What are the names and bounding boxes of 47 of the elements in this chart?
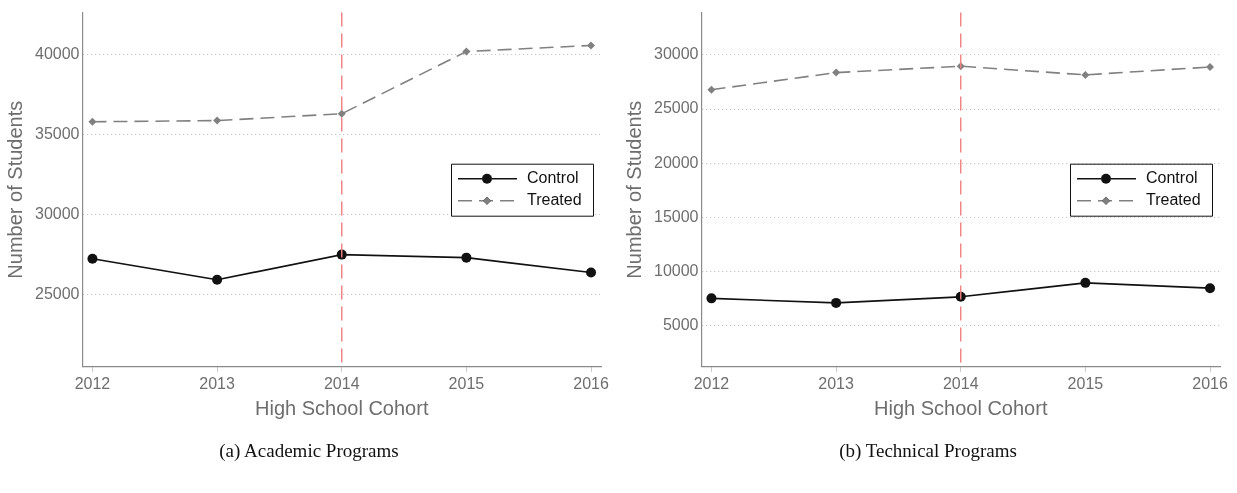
point	[707, 85, 716, 94]
x-axis-title: High School Cohort	[874, 396, 1048, 419]
x-axis-title: High School Cohort	[255, 396, 429, 419]
point	[1205, 283, 1216, 294]
x-tick-label: 2013	[818, 374, 854, 392]
y-tick-label: 30000	[34, 204, 80, 222]
point	[586, 267, 597, 278]
point	[1080, 277, 1091, 288]
point	[831, 297, 842, 308]
x-tick-label: 2016	[573, 374, 609, 392]
y-tick-label: 10000	[653, 261, 699, 279]
y-tick-label: 25000	[653, 99, 699, 117]
x-tick-label: 2014	[323, 374, 360, 392]
point	[212, 274, 223, 285]
y-tick-label: 35000	[34, 124, 80, 142]
legend-label: Treated	[1146, 191, 1201, 209]
point	[706, 293, 717, 304]
point	[462, 47, 471, 56]
y-tick-label: 40000	[34, 44, 80, 62]
legend-label: Treated	[527, 191, 582, 209]
point	[1081, 70, 1090, 79]
y-tick-label: 5000	[662, 316, 699, 334]
legend-label: Control	[527, 169, 579, 187]
x-tick-label: 2013	[199, 374, 235, 392]
x-tick-label: 2012	[693, 374, 730, 392]
point	[87, 253, 98, 264]
y-tick-label: 15000	[653, 207, 699, 225]
point	[461, 252, 472, 263]
point	[88, 117, 97, 126]
x-tick-label: 2012	[74, 374, 111, 392]
point	[337, 109, 346, 118]
y-tick-label: 30000	[653, 45, 699, 63]
x-tick-label: 2014	[942, 374, 979, 392]
point	[213, 116, 222, 125]
point	[832, 68, 841, 77]
x-tick-label: 2015	[448, 374, 485, 392]
point	[587, 41, 596, 50]
legend-label: Control	[1146, 169, 1198, 187]
y-tick-label: 20000	[653, 153, 699, 171]
text: (a) Academic Programs	[218, 440, 400, 462]
point	[1206, 62, 1215, 71]
y-axis-title: Number of Students	[622, 100, 645, 279]
x-tick-label: 2016	[1192, 374, 1228, 392]
text: (b) Technical Programs	[838, 440, 1018, 462]
x-tick-label: 2015	[1067, 374, 1104, 392]
y-axis-title: Number of Students	[3, 100, 26, 279]
y-tick-label: 25000	[34, 285, 80, 303]
